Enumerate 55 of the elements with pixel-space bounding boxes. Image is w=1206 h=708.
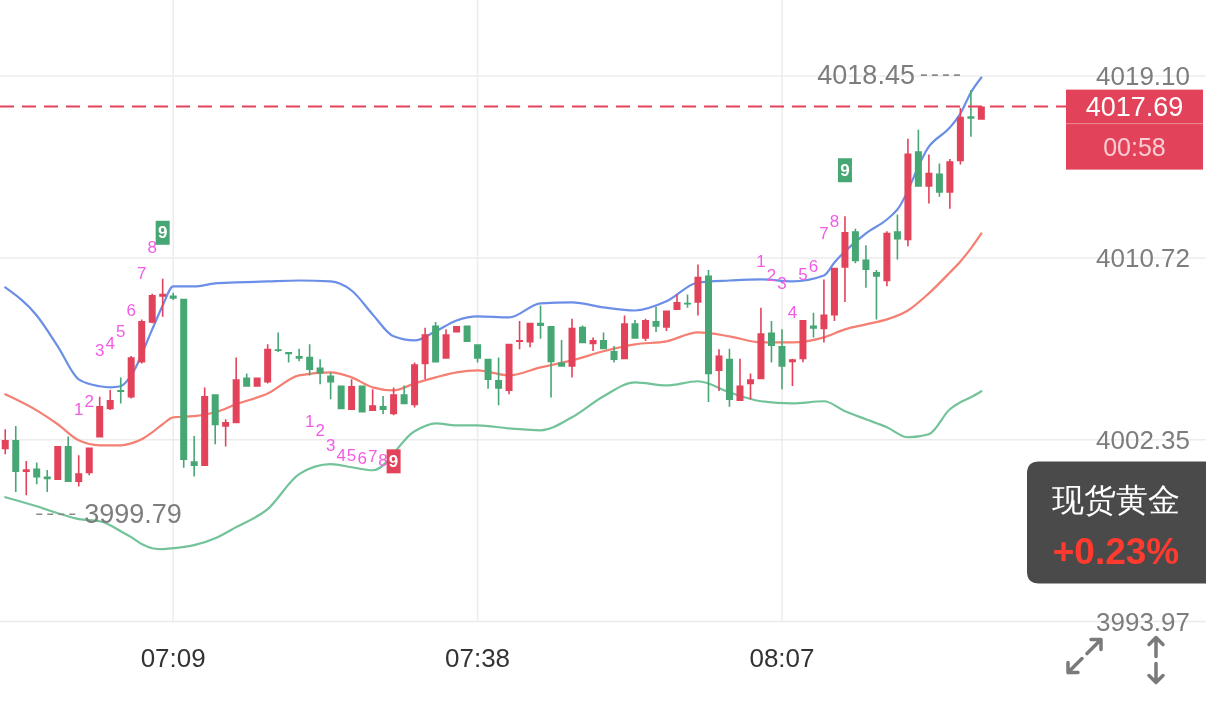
y-tick-label: 4002.35 (1096, 425, 1190, 456)
annotation: 6 (126, 300, 136, 320)
candlestick (820, 279, 828, 343)
candlestick (295, 349, 303, 362)
candlestick (22, 461, 30, 496)
candlestick (274, 333, 282, 353)
text: +0.23% (1052, 531, 1180, 573)
ref-line-label: 4017.69 (1085, 92, 1184, 122)
candlestick (1, 429, 9, 455)
annotation: 4018.45 (817, 60, 915, 91)
line-series (4, 380, 983, 551)
annotation: 3999.79 (84, 499, 182, 530)
annotation: 7 (136, 264, 147, 284)
annotation: 1 (304, 412, 315, 432)
annotation: 4 (787, 303, 798, 323)
annotation: 00:58 (1103, 133, 1166, 161)
annotation: 7 (819, 224, 829, 244)
text: 现货黄金 (1051, 480, 1180, 519)
y-tick-label: 3993.97 (1096, 606, 1190, 637)
candlestick (316, 359, 324, 385)
annotation: 1 (74, 400, 84, 420)
candlestick (652, 307, 660, 333)
annotation: 1 (756, 252, 766, 272)
candlestick (862, 245, 870, 289)
annotation: 6 (808, 257, 819, 277)
annotation: 2 (84, 392, 94, 412)
x-tick-label: 08:07 (749, 642, 815, 673)
annotation: 5 (116, 322, 126, 342)
candlestick (736, 359, 744, 402)
annotation: 8 (147, 238, 157, 258)
candlestick (117, 377, 125, 404)
annotation: 5 (346, 446, 357, 466)
candlestick (169, 293, 177, 301)
candlestick (379, 396, 387, 415)
x-tick-label: 07:38 (445, 642, 511, 673)
candlestick (715, 349, 723, 392)
annotation: 7 (367, 447, 378, 467)
x-tick-label: 07:09 (140, 642, 206, 673)
annotation: 3 (94, 341, 105, 361)
y-tick-label: 4010.72 (1096, 243, 1190, 274)
y-tick-label: 4019.10 (1096, 61, 1190, 92)
candlestick (43, 470, 51, 493)
annotation: 2 (315, 421, 325, 441)
annotation: 4 (105, 334, 115, 354)
annotation: 5 (798, 264, 808, 284)
annotation: 8 (829, 212, 840, 232)
candlestick (925, 154, 933, 204)
candlestick (841, 216, 849, 303)
candlestick (778, 329, 786, 390)
annotation: 4 (336, 446, 346, 466)
annotation: 3 (325, 436, 336, 456)
candlestick (75, 455, 83, 487)
candlestick (190, 436, 198, 477)
annotation: 6 (357, 449, 367, 469)
candlestick (967, 90, 975, 138)
